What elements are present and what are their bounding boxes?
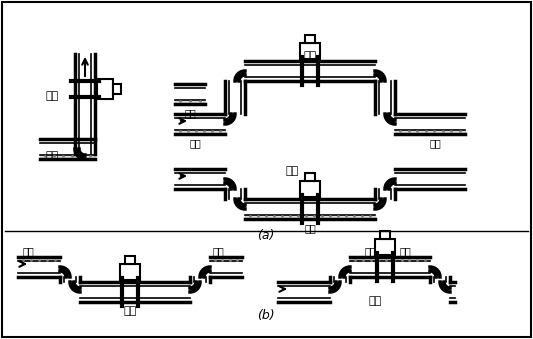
Bar (380, 231, 390, 239)
Text: 气泡: 气泡 (22, 246, 34, 256)
Bar (300, 43, 320, 59)
Text: 液体: 液体 (184, 108, 196, 118)
Text: (b): (b) (257, 309, 275, 322)
Bar (300, 181, 320, 197)
Bar (113, 84, 121, 94)
Bar (375, 239, 395, 255)
Text: 气泡: 气泡 (364, 246, 376, 256)
Bar (305, 35, 315, 43)
Text: (a): (a) (257, 229, 274, 242)
Text: 液体: 液体 (304, 223, 316, 233)
Bar (125, 256, 135, 264)
Text: 错误: 错误 (368, 296, 382, 306)
Bar (97, 79, 113, 99)
Text: 气泡: 气泡 (399, 246, 411, 256)
Text: 气泡: 气泡 (212, 246, 224, 256)
Text: 正确: 正确 (45, 91, 58, 101)
Text: 液体: 液体 (189, 138, 201, 148)
Text: 正确: 正确 (303, 51, 317, 61)
Text: 错误: 错误 (285, 166, 298, 176)
Text: 液体: 液体 (45, 151, 58, 161)
Text: 液体: 液体 (429, 138, 441, 148)
Bar (305, 173, 315, 181)
Bar (120, 264, 140, 280)
Text: 正确: 正确 (123, 306, 136, 316)
